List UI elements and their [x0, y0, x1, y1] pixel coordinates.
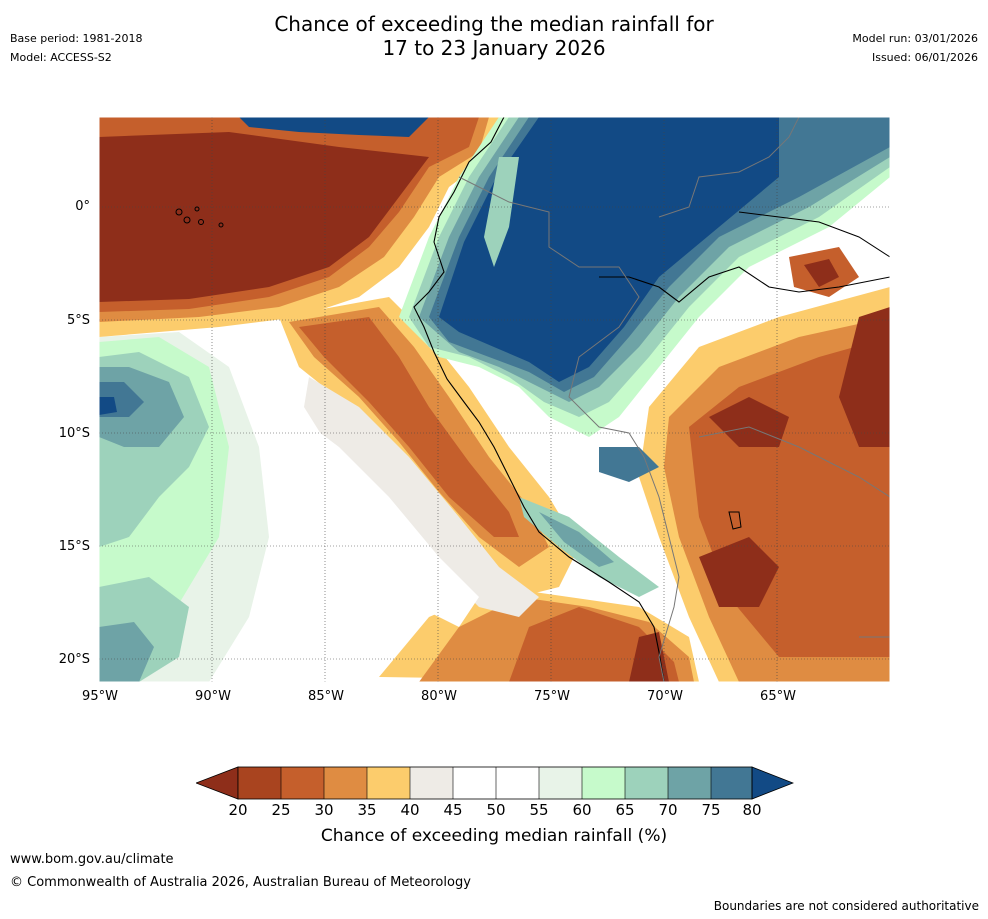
galapagos-islands [175, 206, 224, 228]
title-line-1: Chance of exceeding the median rainfall … [274, 12, 714, 36]
colorbar-bin-50-55 [496, 767, 539, 799]
region-mint-strip [484, 157, 519, 267]
colorbar-under-arrow [196, 766, 239, 800]
colorbar-bin-55-60 [539, 767, 582, 799]
region-neutral-band [304, 377, 539, 617]
coastline [413, 117, 665, 682]
colorbar-tick-20: 20 [228, 801, 248, 819]
region-dark-brown-south [629, 632, 669, 682]
colorbar-label: Chance of exceeding median rainfall (%) [320, 826, 668, 846]
graticule [99, 117, 890, 682]
river-north [738, 211, 890, 258]
border-colombia-brazil [658, 117, 800, 218]
colorbar-tick-45: 45 [443, 801, 463, 819]
colorbar-bin-40-45 [410, 767, 453, 799]
colorbar-bin-45-50 [453, 767, 496, 799]
copyright-text: © Commonwealth of Australia 2026, Austra… [10, 875, 471, 890]
region-white-band [294, 417, 479, 627]
website-link[interactable]: www.bom.gov.au/climate [10, 852, 174, 867]
lon-label-80w: 80°W [421, 689, 457, 704]
colorbar-tick-80: 80 [742, 801, 762, 819]
colorbar-tick-60: 60 [572, 801, 592, 819]
region-dark-brown-northeast [804, 259, 839, 287]
region-dark-brown-north [99, 132, 429, 302]
colorbar-tick-30: 30 [314, 801, 334, 819]
colorbar-bin-25-30 [281, 767, 324, 799]
region-dark-brown-east-2 [839, 307, 890, 447]
colorbar-dividers [280, 767, 712, 799]
region-teal-southcoast [539, 512, 614, 567]
title-line-2: 17 to 23 January 2026 [382, 36, 606, 60]
lat-label-20s: 20°S [58, 652, 90, 667]
disclaimer-text: Boundaries are not considered authoritat… [713, 899, 979, 913]
lat-label-10s: 10°S [58, 426, 90, 441]
colorbar-bin-70-75 [668, 767, 711, 799]
colorbar-tick-65: 65 [615, 801, 635, 819]
lon-label-85w: 85°W [308, 689, 344, 704]
border-bolivia-brazil [698, 426, 890, 498]
lon-label-70w: 70°W [647, 689, 683, 704]
colorbar-bin-65-70 [625, 767, 668, 799]
colorbar-bin-60-65 [582, 767, 625, 799]
colorbar-tick-25: 25 [271, 801, 291, 819]
region-dark-brown-east-3 [699, 537, 779, 607]
region-dark-blue-pacific-north [239, 117, 429, 137]
region-brown-coast [299, 317, 519, 537]
lon-label-75w: 75°W [534, 689, 570, 704]
lon-label-95w: 95°W [82, 689, 118, 704]
colorbar-outline [237, 766, 753, 800]
colorbar-tick-55: 55 [529, 801, 549, 819]
base-period-label: Base period: 1981-2018 [10, 32, 143, 45]
lon-label-90w: 90°W [195, 689, 231, 704]
colorbar-tick-70: 70 [658, 801, 678, 819]
colorbar-tick-40: 40 [400, 801, 420, 819]
colorbar [196, 766, 794, 800]
lat-label-5s: 5°S [66, 313, 90, 328]
colorbar-tick-50: 50 [486, 801, 506, 819]
region-dark-blue-west [99, 397, 117, 415]
border-peru-brazil [458, 176, 680, 682]
chart-title: Chance of exceeding the median rainfall … [194, 12, 794, 60]
lat-label-0: 0° [75, 199, 90, 214]
colorbar-bin-20-25 [238, 767, 281, 799]
colorbar-bin-30-35 [324, 767, 367, 799]
lake-titicaca [728, 511, 742, 530]
colorbar-bin-75-80 [711, 767, 752, 799]
river-amazon [599, 266, 890, 303]
lon-label-65w: 65°W [760, 689, 796, 704]
country-borders [458, 117, 890, 682]
colorbar-tick-75: 75 [701, 801, 721, 819]
colorbar-tick-35: 35 [357, 801, 377, 819]
lat-label-15s: 15°S [58, 539, 90, 554]
region-teal-southwest [99, 622, 154, 682]
issued-label: Issued: 06/01/2026 [871, 51, 978, 64]
region-dark-blue-amazon [439, 117, 779, 382]
model-run-label: Model run: 03/01/2026 [852, 32, 978, 45]
colorbar-bin-35-40 [367, 767, 410, 799]
region-blue-patch [599, 447, 659, 482]
rainfall-probability-map [99, 117, 890, 682]
model-label: Model: ACCESS-S2 [10, 51, 112, 64]
colorbar-over-arrow [751, 766, 794, 800]
